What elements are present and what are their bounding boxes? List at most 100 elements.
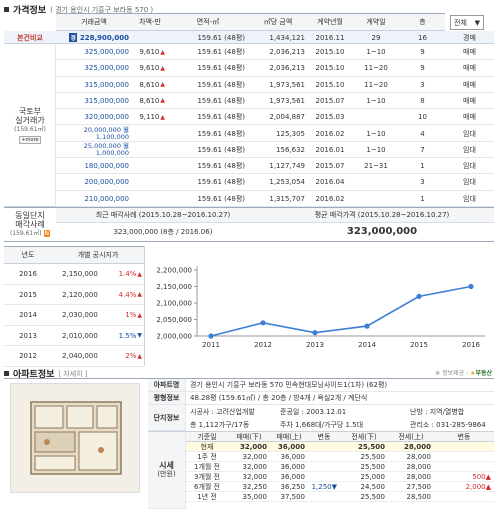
row-date: 2016.01 — [315, 145, 345, 154]
row-price: 315,000,000 — [84, 96, 129, 105]
data-point — [312, 330, 318, 336]
col-area: 면적-㎡ — [196, 18, 220, 26]
row-diff — [132, 158, 168, 174]
market-unit: (만원) — [157, 470, 176, 478]
x-tick-label: 2016 — [462, 341, 480, 349]
market-cell: 32,000 — [228, 452, 270, 462]
x-tick-label: 2013 — [306, 341, 324, 349]
market-cell: 32,000 — [228, 442, 270, 452]
row-day: 1~10 — [366, 145, 386, 154]
market-cell: 25,500 — [340, 492, 388, 502]
market-cell: 36,000 — [270, 442, 308, 452]
section-bullet-icon — [4, 371, 9, 376]
market-col-header: 전세(上) — [388, 432, 434, 442]
row-day: 11~20 — [364, 80, 388, 89]
row-day: 1~10 — [366, 96, 386, 105]
detail-link[interactable]: [ 자세히 ] — [58, 369, 88, 378]
market-cell: 6개월 전 — [186, 482, 228, 492]
row-day: 21~31 — [364, 162, 388, 171]
apt-section-title: 아파트정보 [ 자세히 ] — [4, 367, 88, 380]
row-area: 159.61 (48평) — [197, 64, 245, 73]
row-per-area: 1,253,054 — [269, 178, 305, 187]
compare-per-area: 1,434,121 — [269, 33, 305, 42]
row-area: 159.61 (48평) — [197, 194, 245, 203]
market-cell: 36,000 — [270, 472, 308, 482]
diff-value: 9,610 — [139, 64, 160, 73]
row-area: 159.61 (48평) — [197, 113, 245, 122]
table-row — [4, 346, 144, 367]
row-price: 20,000,000 월 1,100,000 — [83, 125, 129, 141]
table-row — [56, 142, 494, 159]
builder-text: 시공사 : 고려산업개발 — [190, 407, 255, 416]
col-price: 거래금액 — [81, 18, 107, 26]
market-col-header: 매매(下) — [228, 432, 270, 442]
table-row — [56, 191, 494, 207]
col-diff: 차액-만 — [139, 18, 161, 26]
row-price: 200,000,000 — [84, 178, 129, 187]
table-row — [56, 126, 494, 142]
market-title: 시세 — [159, 461, 174, 470]
row-per-area: 1,973,561 — [269, 80, 305, 89]
market-cell: 28,500 — [388, 492, 434, 502]
official-year: 2012 — [19, 352, 37, 360]
row-per-area: 1,127,749 — [269, 162, 305, 171]
market-cell: 28,000 — [388, 472, 434, 482]
pct-value: 1% — [125, 311, 137, 319]
col-per-area: ㎡당 금액 — [263, 18, 293, 26]
more-button[interactable]: +more — [19, 136, 41, 144]
up-arrow-icon: ▲ — [137, 352, 142, 360]
up-arrow-icon: ▲ — [137, 311, 142, 319]
row-diff — [132, 126, 168, 142]
market-cell: 36,000 — [270, 462, 308, 472]
y-tick-label: 2,000,000 — [156, 333, 192, 341]
market-cell: 32,250 — [228, 482, 270, 492]
market-cell: 28,000 — [388, 442, 434, 452]
deal-type-select[interactable]: 전체 ▼ — [450, 15, 484, 30]
official-year: 2015 — [19, 290, 37, 299]
new-badge: N — [43, 230, 51, 237]
recent-sale-value: 323,000,000 (8층 / 2016.06) — [113, 227, 213, 236]
apt-name-label: 아파트명 — [148, 379, 186, 392]
market-cell — [308, 442, 340, 452]
recent-sale-header: 최근 매각사례 (2015.10.28~2016.10.27) — [56, 208, 270, 223]
market-cell: 3개월 전 — [186, 472, 228, 482]
market-cell: 25,500 — [340, 462, 388, 472]
official-pct: 1.4% ▲ — [108, 264, 144, 284]
row-price: 25,000,000 월 1,000,000 — [83, 141, 129, 157]
source-text: ※ 정보제공 : ★부동산 — [435, 370, 492, 377]
row-type: 임대 — [463, 194, 476, 203]
row-floor: 8 — [420, 96, 425, 105]
official-pct: 1% ▲ — [108, 305, 144, 325]
col-floor: 층 — [419, 18, 426, 26]
molit-label: 국토부 실거래가 (159.61㎡) +more — [14, 107, 46, 144]
compare-day: 29 — [371, 33, 381, 42]
market-cell: 36,250 — [270, 482, 308, 492]
avg-sale-header: 평균 매각가격 (2015.10.28~2016.10.27) — [270, 208, 494, 223]
row-date: 2015.10 — [315, 80, 345, 89]
parking-text: 주차 1,668대/가구당 1.5대 — [280, 420, 364, 429]
star-icon: ★ — [470, 370, 476, 377]
chevron-down-icon: ▼ — [474, 18, 480, 27]
table-row — [56, 109, 494, 126]
official-pct: 1.5% ▼ — [108, 326, 144, 346]
row-date: 2016.02 — [315, 129, 345, 138]
row-type: 임대 — [463, 145, 476, 154]
market-col-header: 매매(上) — [270, 432, 308, 442]
compare-row — [4, 31, 494, 44]
market-col-header: 기준일 — [186, 432, 228, 442]
completion-text: 준공일 : 2003.12.01 — [280, 407, 347, 416]
market-cell: 36,000 — [270, 452, 308, 462]
market-cell: 2,000▲ — [434, 482, 494, 492]
market-cell — [434, 452, 494, 462]
up-arrow-icon: ▲ — [160, 48, 165, 56]
row-floor: 9 — [420, 48, 425, 56]
row-area: 159.61 (48평) — [197, 162, 245, 171]
row-diff: 9,610 ▲ — [132, 44, 168, 60]
x-tick-label: 2014 — [358, 341, 376, 349]
col-contract-day: 계약일 — [366, 18, 386, 26]
col-contract-date: 계약년월 — [317, 18, 343, 26]
row-area: 159.61 (48평) — [197, 96, 245, 105]
row-diff: 8,610 ▲ — [132, 93, 168, 109]
pct-value: 1.5% — [118, 331, 137, 340]
up-arrow-icon: ▲ — [137, 291, 142, 298]
